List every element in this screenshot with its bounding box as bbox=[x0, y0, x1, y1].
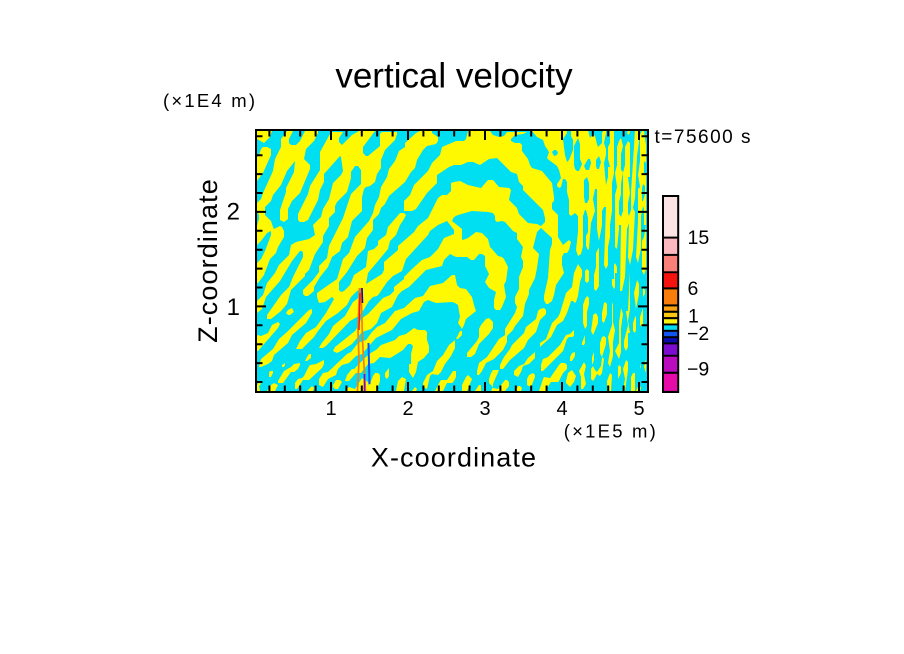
svg-text:4: 4 bbox=[556, 398, 567, 420]
svg-text:5: 5 bbox=[633, 398, 644, 420]
svg-text:2: 2 bbox=[402, 398, 413, 420]
svg-text:t=75600 s: t=75600 s bbox=[655, 127, 753, 148]
svg-text:X-coordinate: X-coordinate bbox=[371, 443, 537, 473]
svg-text:6: 6 bbox=[688, 278, 699, 300]
svg-text:2: 2 bbox=[227, 199, 240, 226]
svg-text:(×1E4 m): (×1E4 m) bbox=[163, 90, 257, 111]
svg-text:1: 1 bbox=[227, 294, 240, 321]
svg-text:3: 3 bbox=[479, 398, 490, 420]
svg-text:(×1E5 m): (×1E5 m) bbox=[564, 421, 658, 442]
svg-text:−2: −2 bbox=[687, 323, 709, 345]
svg-text:1: 1 bbox=[688, 306, 699, 328]
svg-text:1: 1 bbox=[325, 398, 336, 420]
svg-text:15: 15 bbox=[688, 227, 710, 249]
svg-text:Z-coordinate: Z-coordinate bbox=[193, 178, 223, 343]
svg-text:vertical velocity: vertical velocity bbox=[335, 57, 573, 96]
svg-text:−9: −9 bbox=[687, 359, 709, 381]
